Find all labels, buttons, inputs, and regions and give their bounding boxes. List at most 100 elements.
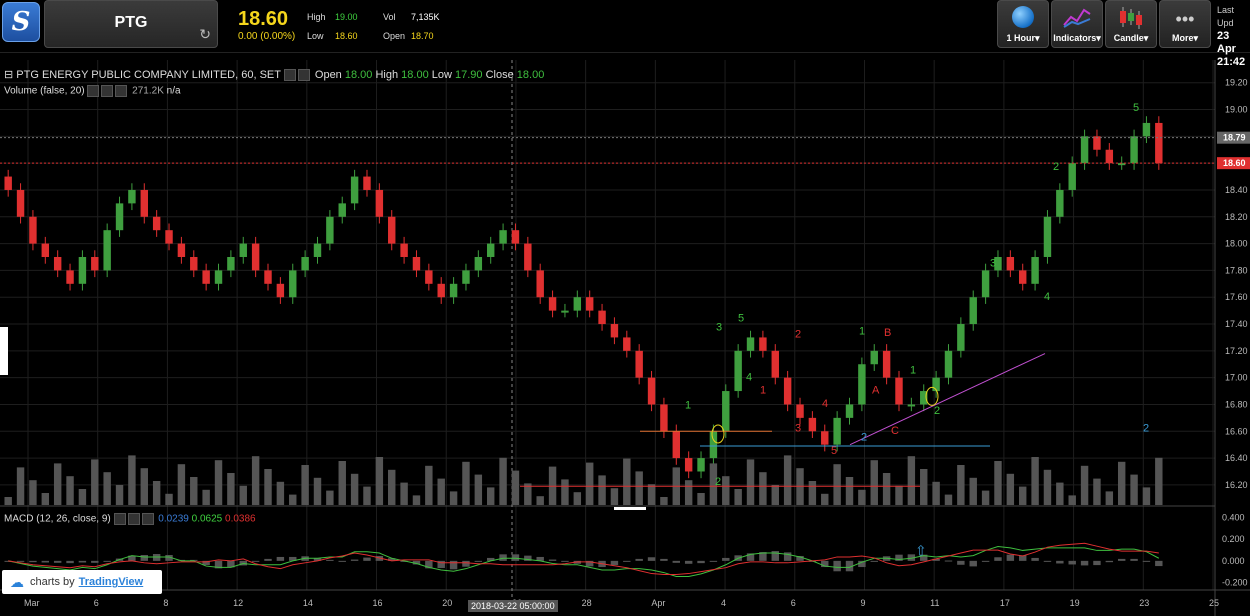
indicators-icon xyxy=(1063,8,1091,28)
chart-area[interactable]: 1234512345ABC12345221219.2019.0018.8018.… xyxy=(0,60,1250,616)
cloud-icon: ☁ xyxy=(10,573,24,590)
macd-tick-label: 0.000 xyxy=(1222,556,1245,566)
macd-visibility-icon[interactable] xyxy=(113,513,126,525)
volume-settings-icon[interactable] xyxy=(101,85,114,97)
macd-bar xyxy=(165,554,173,561)
interval-button[interactable]: 1 Hour▾ xyxy=(997,0,1049,48)
scroll-handle xyxy=(614,507,646,510)
candle xyxy=(152,216,161,231)
macd-header: MACD (12, 26, close, 9) 0.0239 0.0625 0.… xyxy=(4,513,256,525)
volume-bar xyxy=(499,457,507,505)
macd-bar xyxy=(920,554,928,561)
price-tick-label: 17.60 xyxy=(1225,292,1248,302)
macd-bar xyxy=(140,554,148,561)
volume-bar xyxy=(350,473,359,505)
macd-bar xyxy=(623,560,631,562)
wave-label: 2 xyxy=(1143,422,1149,434)
tradingview-badge[interactable]: ☁ charts by TradingView xyxy=(2,570,162,594)
candle xyxy=(561,310,569,313)
candle xyxy=(1130,136,1138,164)
tradingview-link[interactable]: TradingView xyxy=(78,576,144,588)
volume-bar xyxy=(41,493,50,505)
volume-bar xyxy=(1056,482,1064,505)
volume-bar xyxy=(783,455,792,505)
volume-visibility-icon[interactable] xyxy=(87,85,100,97)
more-button[interactable]: ••• More▾ xyxy=(1159,0,1211,48)
series-title: PTG ENERGY PUBLIC COMPANY LIMITED, 60, S… xyxy=(16,69,281,81)
candle xyxy=(128,189,136,204)
macd-bar xyxy=(672,560,681,563)
vol-value: 7,135K xyxy=(411,12,440,22)
volume-bar xyxy=(771,485,779,505)
macd-bar xyxy=(1068,560,1076,565)
volume-bar xyxy=(734,489,742,505)
candle xyxy=(375,189,384,217)
crosshair-date-label: 2018-03-22 05:00:00 xyxy=(468,600,558,612)
highlight-ellipse xyxy=(711,424,725,444)
indicators-button[interactable]: Indicators▾ xyxy=(1051,0,1103,48)
candle xyxy=(524,243,532,271)
candle xyxy=(994,256,1002,271)
open-value: 18.70 xyxy=(411,31,434,41)
macd-bar xyxy=(1093,560,1101,566)
high-label: High xyxy=(307,12,326,22)
x-tick-label: Mar xyxy=(24,598,40,608)
macd-bar xyxy=(128,555,136,561)
macd-bar xyxy=(1056,560,1064,564)
candle-button[interactable]: Candle▾ xyxy=(1105,0,1157,48)
settings-icon[interactable] xyxy=(283,69,296,82)
volume-bar xyxy=(103,472,111,505)
candle xyxy=(684,458,693,472)
candle xyxy=(462,270,470,284)
refresh-icon[interactable]: ↻ xyxy=(199,26,211,42)
side-panel-tab[interactable] xyxy=(0,327,8,375)
wave-label: 4 xyxy=(746,371,752,383)
ohlc-low: 17.90 xyxy=(455,69,483,81)
x-tick-label: 12 xyxy=(233,598,243,608)
volume-bar xyxy=(66,476,74,505)
volume-bar xyxy=(4,497,12,505)
app-logo-icon[interactable]: S xyxy=(2,2,40,42)
macd-bar xyxy=(412,560,421,565)
wave-label: A xyxy=(872,385,880,397)
candle xyxy=(202,270,210,284)
wave-label: 1 xyxy=(859,326,865,338)
price-chart-svg[interactable]: 1234512345ABC12345221219.2019.0018.8018.… xyxy=(0,60,1250,616)
macd-bar xyxy=(276,556,285,561)
volume-bar xyxy=(1068,495,1076,505)
series-header: ⊟ PTG ENERGY PUBLIC COMPANY LIMITED, 60,… xyxy=(4,68,544,82)
price-tick-label: 16.20 xyxy=(1225,480,1248,490)
macd-close-icon[interactable] xyxy=(141,513,154,525)
low-value: 18.60 xyxy=(335,31,358,41)
volume-close-icon[interactable] xyxy=(115,85,128,97)
volume-bar xyxy=(264,469,272,505)
candle xyxy=(486,243,495,257)
ohlc-high: 18.00 xyxy=(401,69,429,81)
macd-bar xyxy=(289,556,297,561)
x-axis: Mar68121416202628Apr4691117192325 xyxy=(24,598,1219,608)
candle xyxy=(573,297,582,311)
volume-bar xyxy=(957,465,965,505)
candle xyxy=(660,404,668,432)
macd-bar xyxy=(29,560,37,563)
macd-settings-icon[interactable] xyxy=(127,513,140,525)
candle xyxy=(239,243,247,257)
x-tick-label: 14 xyxy=(303,598,313,608)
volume-bar xyxy=(338,461,346,505)
candle xyxy=(437,283,445,298)
volume-bar xyxy=(536,496,544,505)
close-icon[interactable] xyxy=(297,69,310,82)
macd-bar xyxy=(722,557,730,561)
volume-bar xyxy=(1006,473,1015,505)
symbol-selector[interactable]: PTG ↻ xyxy=(44,0,218,48)
volume-bar xyxy=(1105,491,1114,505)
macd-bar xyxy=(907,554,916,561)
price-tick-label: 17.40 xyxy=(1225,319,1248,329)
wave-label: C xyxy=(891,425,899,437)
collapse-icon[interactable]: ⊟ xyxy=(4,69,14,81)
macd-bar xyxy=(783,552,792,561)
candle xyxy=(969,297,977,325)
macd-bar xyxy=(524,555,532,561)
macd-bar xyxy=(833,560,841,572)
volume-bar xyxy=(821,493,829,505)
